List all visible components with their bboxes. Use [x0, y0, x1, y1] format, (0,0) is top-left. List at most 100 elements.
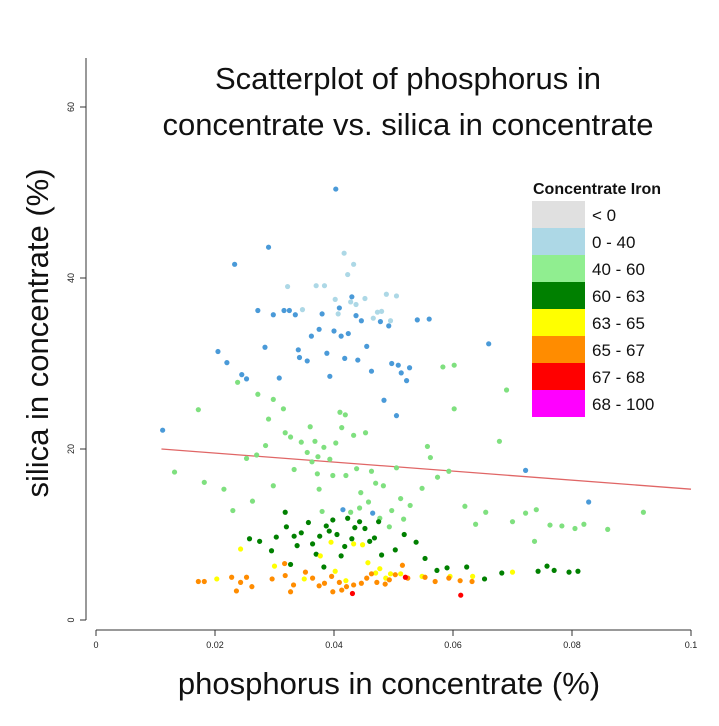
data-point	[305, 519, 312, 526]
data-point	[444, 565, 450, 571]
data-point	[535, 568, 541, 574]
data-point	[440, 364, 446, 370]
data-point	[355, 357, 361, 363]
data-point	[427, 454, 433, 461]
data-point	[333, 186, 339, 192]
legend-swatch	[532, 363, 585, 390]
data-point	[424, 443, 431, 450]
data-point	[233, 588, 240, 594]
data-point	[345, 515, 351, 521]
x-tick-label: 0.08	[563, 640, 581, 650]
data-point	[336, 305, 342, 311]
data-point	[291, 533, 297, 539]
data-point	[287, 434, 294, 440]
data-point	[395, 362, 401, 368]
data-point	[533, 507, 539, 513]
data-point	[246, 536, 253, 542]
data-point	[281, 307, 287, 314]
data-point	[392, 547, 398, 553]
data-point	[295, 347, 301, 353]
data-point	[317, 533, 323, 539]
data-point	[269, 576, 275, 582]
data-point	[339, 587, 345, 593]
data-point	[287, 589, 294, 595]
data-point	[335, 311, 341, 317]
data-point	[224, 360, 230, 366]
data-point	[296, 354, 303, 361]
data-point	[464, 564, 470, 570]
data-point	[370, 315, 376, 321]
data-point	[365, 499, 372, 505]
data-point	[544, 563, 550, 569]
data-point	[332, 568, 338, 574]
data-point	[282, 572, 288, 579]
data-point	[270, 483, 276, 489]
data-point	[316, 583, 322, 589]
data-point	[451, 406, 457, 412]
data-point	[371, 535, 378, 541]
data-point	[171, 469, 178, 475]
legend-title: Concentrate Iron	[533, 181, 661, 198]
data-point	[321, 444, 327, 450]
legend-swatch	[532, 255, 585, 282]
chart-title-line-1: Scatterplot of phosphorus in	[215, 61, 601, 96]
data-point	[462, 503, 468, 509]
data-point	[201, 578, 207, 585]
data-point	[292, 312, 298, 318]
data-point	[299, 307, 306, 313]
legend: Concentrate Iron < 0 0 - 40 40 - 60 60 - 63…	[532, 181, 661, 417]
data-point	[362, 525, 368, 532]
data-point	[337, 409, 343, 415]
data-point	[221, 486, 227, 492]
data-point	[499, 570, 505, 576]
data-point	[324, 350, 330, 356]
data-point	[270, 312, 276, 318]
data-point	[483, 509, 489, 515]
data-point	[237, 579, 244, 585]
data-point	[323, 523, 329, 529]
data-point	[286, 307, 292, 314]
data-point	[351, 432, 357, 438]
legend-label: 68 - 100	[592, 395, 654, 414]
data-point	[522, 467, 529, 473]
data-point	[327, 456, 333, 462]
data-point	[276, 375, 282, 381]
data-point	[364, 343, 370, 349]
data-point	[249, 498, 256, 504]
data-point	[547, 522, 553, 528]
data-point	[496, 438, 503, 444]
x-axis-title: phosphorus in concentrate (%)	[178, 666, 600, 701]
data-point	[319, 311, 325, 317]
data-point	[572, 525, 578, 532]
data-point	[398, 495, 404, 502]
data-point	[522, 510, 529, 516]
data-point	[282, 560, 288, 567]
data-point	[381, 397, 387, 403]
legend-swatch	[532, 336, 585, 363]
data-point	[345, 271, 351, 278]
data-point	[243, 376, 250, 382]
data-point	[407, 502, 413, 509]
data-point	[314, 471, 320, 477]
data-point	[380, 483, 386, 489]
data-point	[327, 373, 333, 379]
data-point	[270, 396, 276, 403]
legend-swatch	[532, 309, 585, 336]
data-point	[382, 581, 388, 587]
data-point	[316, 326, 322, 332]
data-point	[309, 459, 315, 465]
data-point	[387, 318, 394, 324]
data-point	[290, 582, 297, 588]
data-point	[321, 580, 328, 586]
data-point	[345, 330, 351, 337]
data-point	[332, 296, 338, 302]
data-point	[243, 574, 250, 580]
data-point	[304, 358, 310, 364]
data-point	[365, 560, 371, 566]
data-point	[349, 536, 355, 542]
data-point	[340, 507, 346, 513]
data-point	[386, 577, 392, 583]
data-point	[358, 580, 364, 586]
data-point	[284, 283, 291, 290]
data-point	[581, 521, 587, 527]
